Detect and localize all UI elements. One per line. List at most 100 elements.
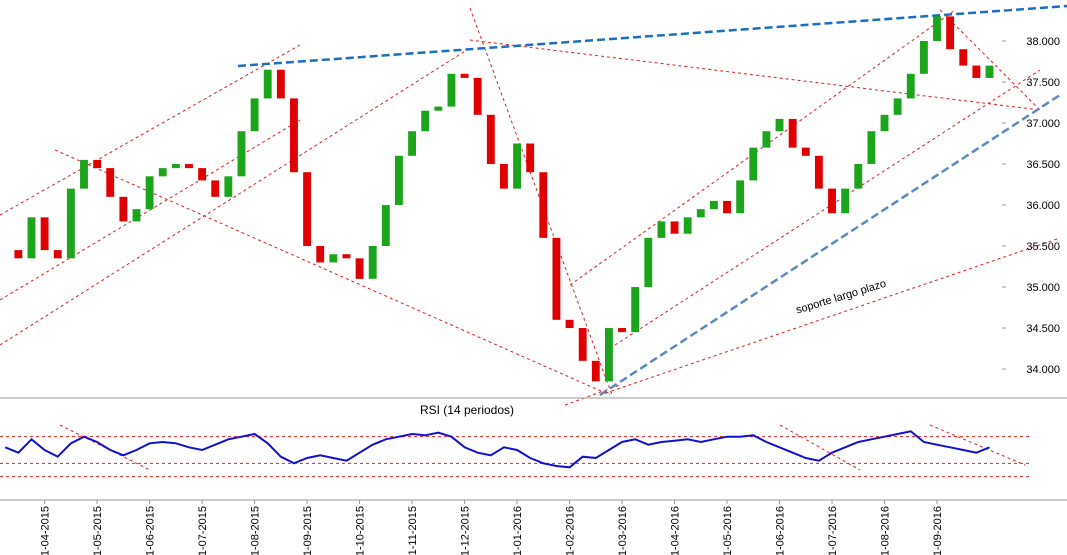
x-tick-label: 01-03-2016 [617,506,629,555]
x-tick-label: 01-06-2015 [145,506,157,555]
candle [893,98,902,115]
candle [670,221,679,234]
y-tick-label: 34.000 [1026,364,1060,376]
x-tick-label: 01-08-2015 [250,506,262,555]
candle [552,237,561,320]
y-tick-label: 36.000 [1026,200,1060,212]
x-tick-label: 01-07-2016 [827,506,839,555]
candle [80,159,88,189]
candle [171,164,180,169]
x-tick-label: 01-05-2016 [722,506,734,555]
candle [723,200,731,214]
candle [250,98,259,132]
x-tick-label: 01-06-2016 [775,506,787,555]
y-tick-label: 35.500 [1026,241,1060,253]
candle [447,73,456,107]
candle [145,176,154,210]
candle [460,73,469,78]
rsi-line [4,430,990,469]
candle [880,114,889,132]
x-tick-label: 01-09-2016 [932,506,944,555]
candle [814,155,823,189]
candle [762,131,771,148]
candle [421,110,430,132]
y-tick-label: 37.000 [1026,118,1060,130]
candle [106,168,115,197]
candle [316,246,325,263]
candle [368,246,377,279]
candle [657,221,666,238]
candle [473,77,482,115]
candle [237,131,246,177]
x-tick-label: 01-01-2016 [512,506,524,555]
candle [276,69,285,99]
candle [329,254,338,263]
candle [342,254,351,259]
candle [867,131,876,165]
candle [788,118,797,148]
candle [263,69,272,99]
candle [14,250,23,259]
y-tick-label: 37.500 [1026,77,1060,89]
candle [526,143,535,173]
x-tick-label: 01-04-2016 [670,506,682,555]
candle [828,188,836,214]
rsi-title: RSI (14 periodos) [420,403,514,417]
candle [972,65,981,78]
candle [132,209,141,222]
candle [946,16,955,50]
candle [434,106,443,111]
candle [696,209,705,218]
candle [355,258,364,279]
candle [395,155,403,206]
candle [854,164,863,189]
candle [27,217,36,259]
x-tick-label: 01-07-2015 [197,506,209,555]
x-tick-label: 01-04-2015 [40,506,52,555]
candle [303,172,312,247]
candle [604,328,613,382]
candle [985,65,994,78]
candle [959,49,968,66]
x-tick-label: 01-12-2015 [460,506,472,555]
candle [158,168,167,177]
candle [801,147,810,156]
candle [709,200,718,210]
candle [500,164,508,189]
candle [198,168,207,181]
candle [486,114,495,165]
candle [66,188,75,259]
candle [224,176,233,197]
candle [40,217,49,251]
candle [841,188,850,214]
candle [381,205,390,247]
x-tick-label: 01-08-2016 [880,506,892,555]
candle [906,73,915,99]
candle [93,159,102,169]
candle [683,217,692,234]
candle [618,328,626,333]
candle [775,118,784,132]
candle [749,147,758,181]
candle [736,180,745,214]
candle [290,98,298,173]
candle [211,180,220,197]
annotation: soporte largo plazo [795,278,888,317]
x-tick-label: 01-05-2015 [92,506,104,555]
candle [539,172,548,238]
y-tick-label: 35.000 [1026,282,1060,294]
x-tick-label: 01-02-2016 [565,506,577,555]
candle [919,41,928,74]
y-tick-label: 34.500 [1026,323,1060,335]
x-tick-label: 01-10-2015 [355,506,367,555]
candle [408,131,417,156]
y-tick-label: 36.500 [1026,159,1060,171]
candle [631,287,640,333]
candle [578,328,587,361]
candle [591,360,600,382]
candle [644,237,653,288]
x-tick-label: 01-09-2015 [302,506,314,555]
candle [119,196,128,222]
candle [513,143,521,189]
